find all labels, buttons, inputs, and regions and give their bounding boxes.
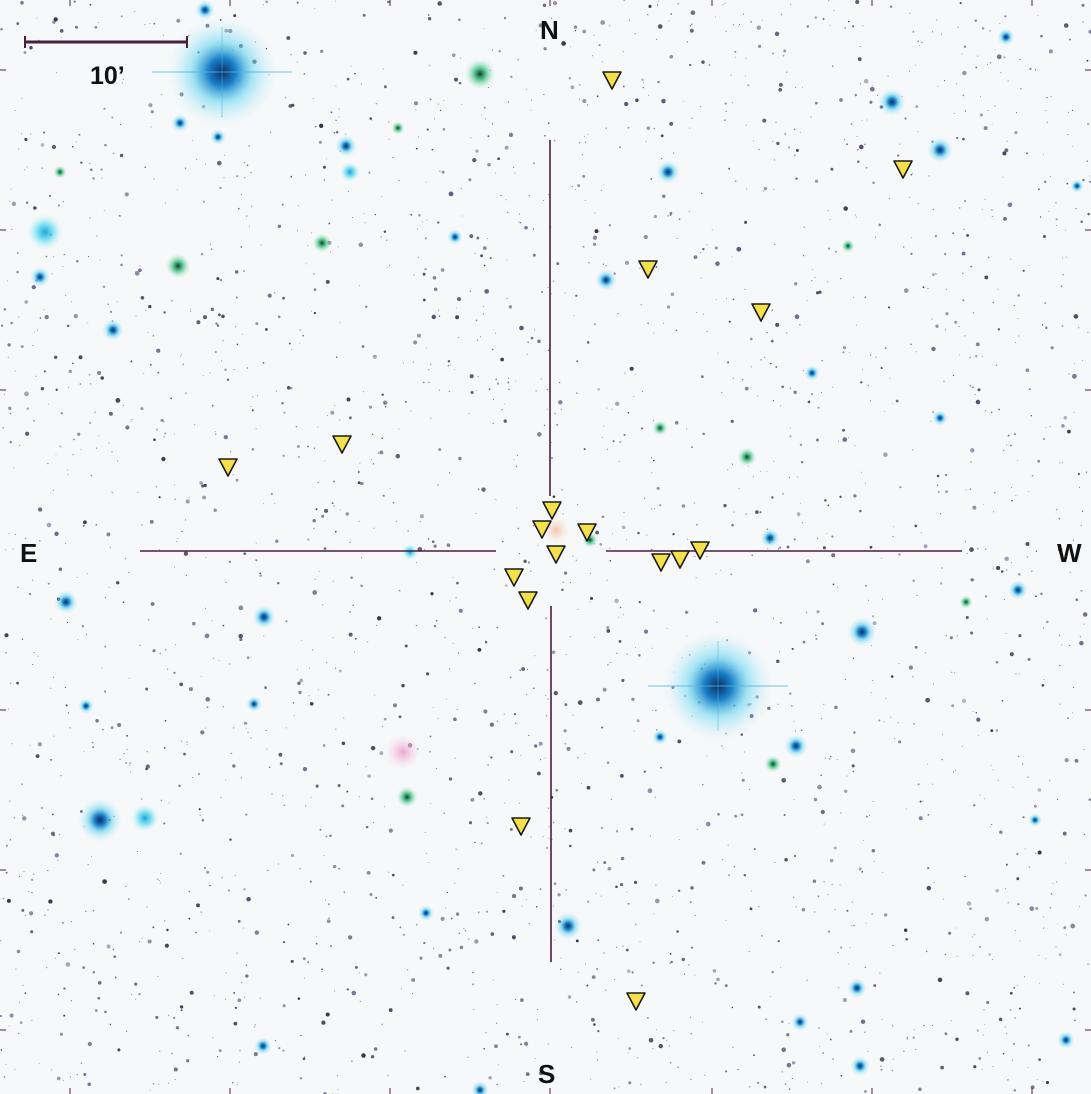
marker-triangle-icon bbox=[638, 260, 658, 279]
marker-triangle-icon bbox=[518, 591, 538, 610]
marker-triangle-icon bbox=[577, 523, 597, 542]
marker-triangle-icon bbox=[511, 817, 531, 836]
marker-triangle-icon bbox=[504, 568, 524, 587]
marker-layer bbox=[218, 71, 913, 1011]
scale-bar-label: 10’ bbox=[90, 62, 125, 90]
marker-triangle-icon bbox=[218, 458, 238, 477]
marker-triangle-icon bbox=[602, 71, 622, 90]
crosshair bbox=[140, 140, 962, 962]
compass-south-label: S bbox=[538, 1059, 556, 1089]
marker-triangle-icon bbox=[690, 541, 710, 560]
marker-triangle-icon bbox=[651, 553, 671, 572]
marker-triangle-icon bbox=[532, 520, 552, 539]
marker-triangle-icon bbox=[670, 550, 690, 569]
scale-bar bbox=[24, 36, 188, 48]
marker-triangle-icon bbox=[893, 160, 913, 179]
marker-triangle-icon bbox=[332, 435, 352, 454]
compass-east-label: E bbox=[20, 538, 38, 568]
marker-triangle-icon bbox=[626, 992, 646, 1011]
compass-west-label: W bbox=[1057, 538, 1082, 568]
marker-triangle-icon bbox=[542, 501, 562, 520]
marker-triangle-icon bbox=[546, 545, 566, 564]
compass-north-label: N bbox=[540, 15, 559, 45]
marker-triangle-icon bbox=[751, 303, 771, 322]
bright-star-field bbox=[27, 0, 1084, 1094]
